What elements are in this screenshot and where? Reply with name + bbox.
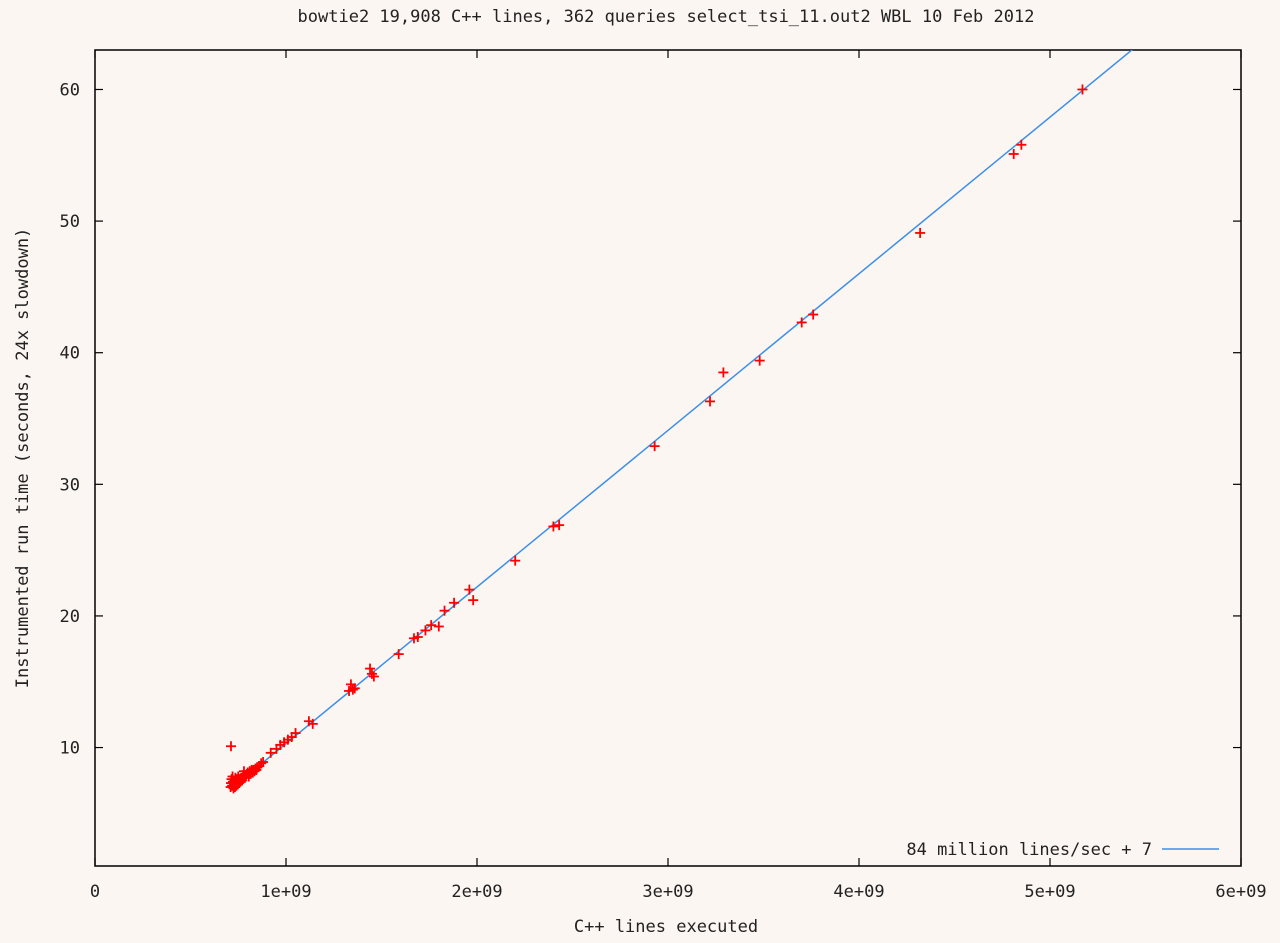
scatter-point (464, 584, 475, 595)
scatter-point (420, 625, 431, 636)
y-axis-label: Instrumented run time (seconds, 24x slow… (13, 228, 33, 689)
x-tick-label: 2e+09 (451, 882, 502, 902)
x-tick-label: 5e+09 (1024, 882, 1075, 902)
scatter-point (554, 520, 565, 531)
scatter-point (256, 758, 267, 769)
x-tick-label: 0 (90, 882, 100, 902)
scatter-point (468, 595, 479, 606)
chart-title: bowtie2 19,908 C++ lines, 362 queries se… (298, 7, 1035, 27)
scatter-point (365, 663, 376, 674)
scatter-point (510, 555, 521, 566)
x-tick-label: 3e+09 (642, 882, 693, 902)
scatter-point (258, 757, 269, 768)
y-tick-label: 10 (60, 739, 80, 759)
tick-layer: 0 1e+09 2e+09 3e+09 4e+09 5e+09 6e+09 10 20 30 40 5… (60, 50, 1267, 902)
scatter-point (915, 227, 926, 238)
scatter-point (368, 671, 379, 682)
scatter-point (439, 605, 450, 616)
scatter-point (548, 521, 559, 532)
scatter-point (705, 396, 716, 407)
x-tick-label: 6e+09 (1215, 882, 1266, 902)
scatter-point (412, 631, 423, 642)
scatter-point (307, 718, 318, 729)
scatter-point (1008, 148, 1019, 159)
scatter-point (449, 597, 460, 608)
x-tick-label: 1e+09 (260, 882, 311, 902)
y-tick-label: 20 (60, 607, 80, 627)
y-tick-label: 40 (60, 344, 80, 364)
x-axis-label: C++ lines executed (574, 917, 758, 937)
scatter-point (290, 728, 301, 739)
legend: 84 million lines/sec + 7 (906, 840, 1219, 860)
x-tick-label: 4e+09 (833, 882, 884, 902)
fit-line-layer (232, 50, 1134, 789)
scatter-point (426, 620, 437, 631)
scatter-point (433, 621, 444, 632)
scatter-point (347, 684, 358, 695)
scatter-point (225, 741, 236, 752)
scatter-point (1077, 84, 1088, 95)
scatter-point (754, 355, 765, 366)
scatter-point (808, 309, 819, 320)
fit-line (232, 50, 1134, 789)
scatter-point (349, 683, 360, 694)
scatter-point (1016, 139, 1027, 150)
scatter-point (718, 367, 729, 378)
y-tick-label: 30 (60, 475, 80, 495)
scatter-layer (225, 84, 1088, 794)
y-tick-label: 60 (60, 80, 80, 100)
scatter-point (649, 441, 660, 452)
scatter-point (265, 747, 276, 758)
y-tick-label: 50 (60, 212, 80, 232)
legend-label: 84 million lines/sec + 7 (906, 840, 1152, 860)
scatter-point (796, 317, 807, 328)
plot-frame (94, 49, 1242, 867)
scatter-point (393, 649, 404, 660)
